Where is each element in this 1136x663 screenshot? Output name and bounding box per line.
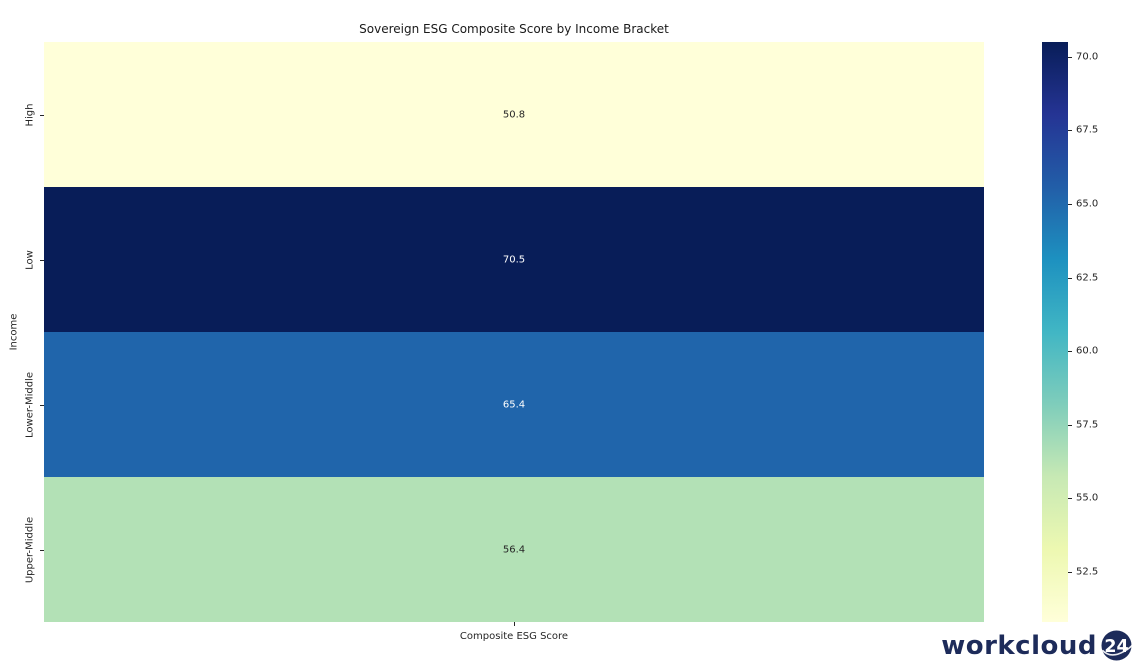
colorbar-tick-label: 62.5 [1076, 272, 1099, 284]
x-axis-label: Composite ESG Score [459, 631, 569, 642]
colorbar-tick-mark [1068, 277, 1072, 279]
colorbar [1042, 42, 1068, 622]
cell-value: 56.4 [502, 544, 526, 555]
colorbar-tick-mark [1068, 498, 1072, 500]
colorbar-tick-label: 67.5 [1076, 124, 1099, 136]
colorbar-tick-label: 70.0 [1076, 51, 1099, 63]
logo-text: workcloud [941, 630, 1097, 661]
cell-value: 70.5 [502, 254, 526, 265]
heatmap-cell: 70.5 [44, 187, 984, 332]
colorbar-tick-mark [1068, 351, 1072, 353]
heatmap: 50.8 70.5 65.4 56.4 [44, 42, 984, 622]
y-tick-label: High [24, 103, 36, 126]
heatmap-cell: 50.8 [44, 42, 984, 187]
heatmap-cell: 56.4 [44, 477, 984, 622]
y-tick-label: Lower-Middle [24, 371, 36, 438]
logo: workcloud 24 [941, 630, 1132, 661]
colorbar-tick-label: 52.5 [1076, 566, 1099, 578]
heatmap-cell: 65.4 [44, 332, 984, 477]
chart-title: Sovereign ESG Composite Score by Income … [359, 22, 669, 36]
colorbar-tick-label: 57.5 [1076, 419, 1099, 431]
y-tick-mark [40, 259, 44, 261]
colorbar-tick-label: 55.0 [1076, 492, 1099, 504]
cell-value: 65.4 [502, 399, 526, 410]
y-tick-mark [40, 404, 44, 406]
x-axis-tick [514, 622, 515, 626]
cell-value: 50.8 [502, 109, 526, 120]
colorbar-tick-mark [1068, 203, 1072, 205]
colorbar-tick-mark [1068, 571, 1072, 573]
colorbar-tick-label: 60.0 [1076, 345, 1099, 357]
y-tick-label: Upper-Middle [24, 516, 36, 583]
colorbar-tick-label: 65.0 [1076, 198, 1099, 210]
y-tick-mark [40, 549, 44, 551]
y-tick-label: Low [24, 249, 36, 270]
colorbar-tick-mark [1068, 424, 1072, 426]
y-tick-mark [40, 114, 44, 116]
colorbar-tick-mark [1068, 130, 1072, 132]
y-axis-label: Income [8, 313, 20, 351]
colorbar-tick-mark [1068, 56, 1072, 58]
logo-badge-icon: 24 [1101, 630, 1132, 661]
